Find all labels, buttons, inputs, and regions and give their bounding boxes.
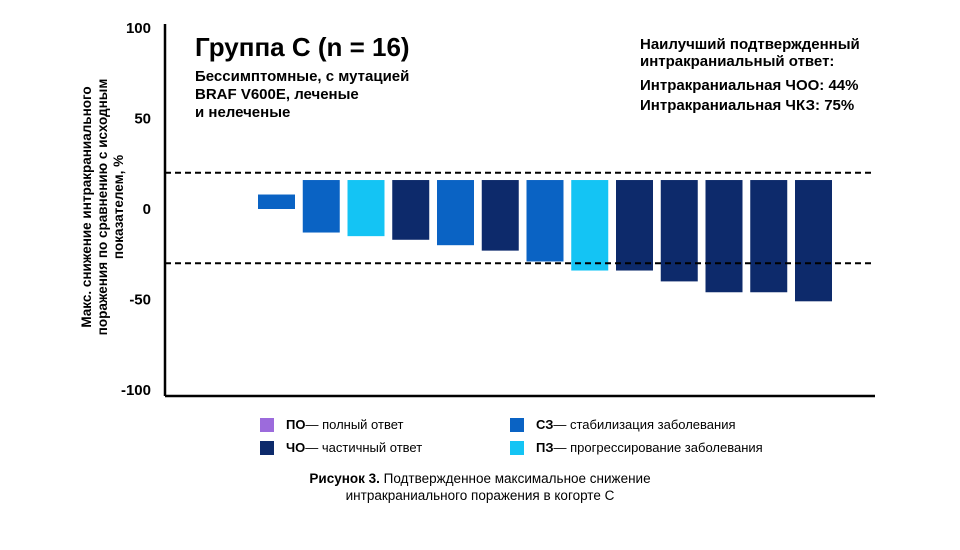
legend-text: — полный ответ — [305, 417, 404, 432]
legend-item-sz: СЗ — стабилизация заболевания — [510, 417, 736, 432]
bar — [481, 180, 519, 251]
bar — [795, 180, 832, 302]
bar — [660, 180, 698, 282]
y-axis-title-line: Макс. снижение интракраниального — [79, 86, 94, 327]
legend-abbr: ПО — [286, 417, 306, 432]
legend-swatch — [510, 440, 524, 455]
y-tick-label: -100 — [121, 382, 151, 399]
y-axis-label: Макс. снижение интракраниальногопоражени… — [79, 79, 126, 336]
bar — [258, 194, 295, 209]
caption-text: Подтвержденное максимальное снижение — [379, 471, 651, 486]
axes — [163, 24, 875, 398]
y-axis-title: Макс. снижение интракраниальногопоражени… — [79, 79, 126, 336]
best-response-heading: интракраниальный ответ: — [640, 53, 835, 70]
y-axis-ticks: 100 50 0 -50 -100 — [121, 20, 151, 399]
legend-text: — частичный ответ — [305, 440, 423, 455]
y-axis-title-line: поражения по сравнению с исходным — [95, 79, 110, 336]
bar — [392, 180, 430, 240]
legend-swatch — [260, 417, 274, 432]
y-tick-label: -50 — [129, 292, 151, 309]
subtitle-line: Бессимптомные, с мутацией — [195, 68, 410, 85]
orr-stat: Интракраниальная ЧОО: 44% — [640, 77, 859, 94]
caption-label: Рисунок 3. — [309, 471, 380, 486]
chart-subtitle: Бессимптомные, с мутацией BRAF V600E, ле… — [195, 68, 409, 122]
y-tick-label: 100 — [126, 20, 151, 37]
y-tick-label: 50 — [134, 111, 151, 128]
legend-swatch — [260, 440, 274, 455]
legend-swatch — [510, 417, 524, 432]
reference-lines — [165, 171, 875, 265]
bar — [750, 180, 788, 293]
legend-item-po: ПО — полный ответ — [260, 417, 403, 432]
legend-abbr: ПЗ — [536, 440, 554, 455]
bars — [258, 180, 832, 302]
legend-text: — стабилизация заболевания — [553, 417, 736, 432]
bar — [571, 180, 609, 271]
bar — [347, 180, 385, 237]
subtitle-line: и нелеченые — [195, 104, 291, 121]
best-response-box: Наилучший подтвержденный интракраниальны… — [640, 36, 860, 114]
bar — [705, 180, 743, 293]
dcr-stat: Интракраниальная ЧКЗ: 75% — [640, 97, 855, 114]
bar — [616, 180, 653, 271]
y-tick-label: 0 — [143, 201, 151, 218]
bar — [302, 180, 340, 233]
legend-abbr: СЗ — [536, 417, 554, 432]
caption-line-1: Рисунок 3. Подтвержденное максимальное с… — [0, 470, 960, 487]
bar — [437, 180, 474, 246]
legend-abbr: ЧО — [286, 440, 306, 455]
subtitle-line: BRAF V600E, леченые — [195, 86, 359, 103]
best-response-heading: Наилучший подтвержденный — [640, 36, 860, 53]
legend-item-cho: ЧО — частичный ответ — [260, 440, 422, 455]
legend-text: — прогрессирование заболевания — [553, 440, 763, 455]
legend-item-pz: ПЗ — прогрессирование заболевания — [510, 440, 763, 455]
figure-caption: Рисунок 3. Подтвержденное максимальное с… — [0, 470, 960, 504]
caption-line-2: интракраниального поражения в когорте С — [345, 488, 615, 503]
chart-title: Группа С (n = 16) — [195, 32, 410, 62]
bar — [526, 180, 564, 262]
y-axis-title-line: показателем, % — [111, 155, 126, 259]
